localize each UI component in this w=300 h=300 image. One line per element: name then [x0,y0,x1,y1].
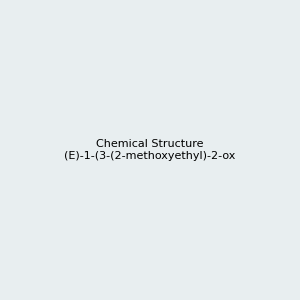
Text: Chemical Structure
(E)-1-(3-(2-methoxyethyl)-2-ox: Chemical Structure (E)-1-(3-(2-methoxyet… [64,139,236,161]
